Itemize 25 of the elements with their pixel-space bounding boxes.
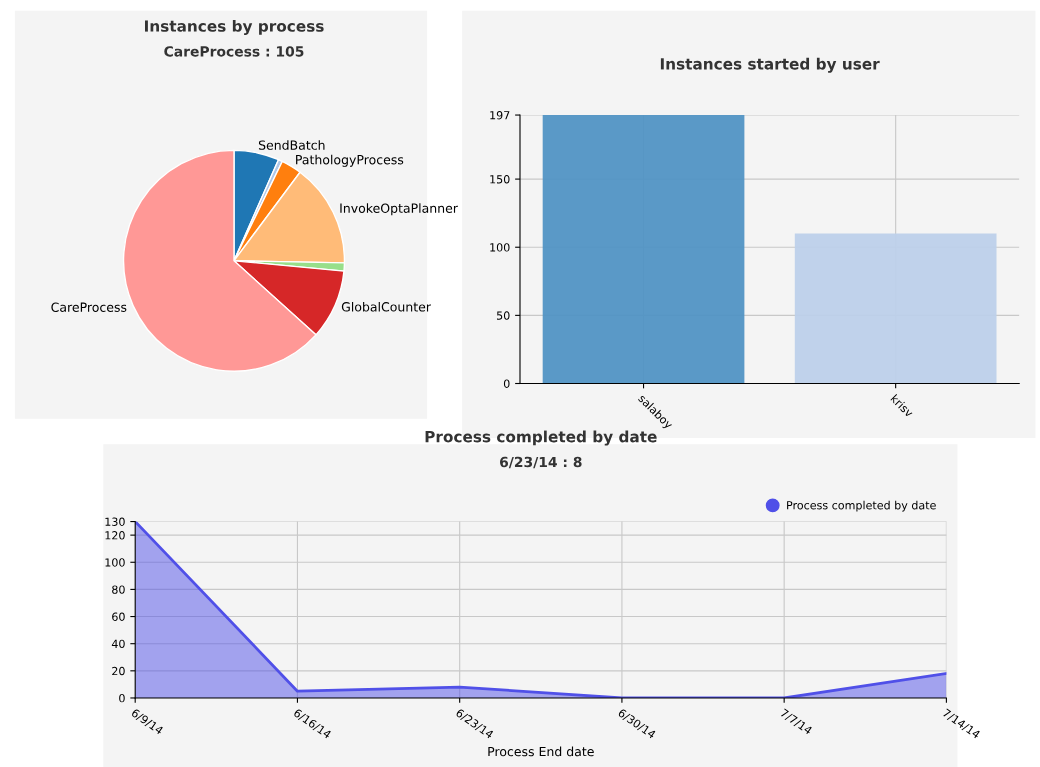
y-tick-label: 0 (119, 693, 125, 703)
y-tick-label: 40 (111, 639, 125, 649)
y-tick-label: 0 (503, 379, 510, 388)
chart-subtitle: CareProcess : 105 (164, 46, 304, 57)
slice-label: InvokeOptaPlanner (340, 203, 458, 216)
y-tick-label: 80 (112, 585, 125, 594)
y-tick-label: 150 (490, 175, 510, 184)
legend-label: Process completed by date (787, 500, 936, 512)
chart-title: Process completed by date (425, 430, 657, 446)
slice-label: CareProcess (51, 302, 127, 312)
chart-subtitle: 6/23/14 : 8 (499, 456, 582, 469)
slice-label: GlobalCounter (341, 301, 431, 312)
y-tick-label: 60 (112, 612, 125, 621)
chart-title: Instances started by user (660, 57, 880, 73)
y-tick-label: 100 (105, 558, 125, 567)
y-tick-label: 20 (112, 666, 125, 676)
chart-title: Instances by process (145, 19, 324, 35)
y-tick-label: 50 (497, 311, 510, 320)
y-tick-label: 197 (490, 111, 510, 120)
y-tick-label: 100 (490, 243, 510, 252)
y-tick-label: 130 (105, 517, 125, 526)
slice-label: SendBatch (258, 140, 325, 150)
slice-label: PathologyProcess (296, 154, 404, 167)
y-tick-label: 120 (105, 531, 125, 540)
x-axis-title: Process End date (488, 746, 594, 757)
